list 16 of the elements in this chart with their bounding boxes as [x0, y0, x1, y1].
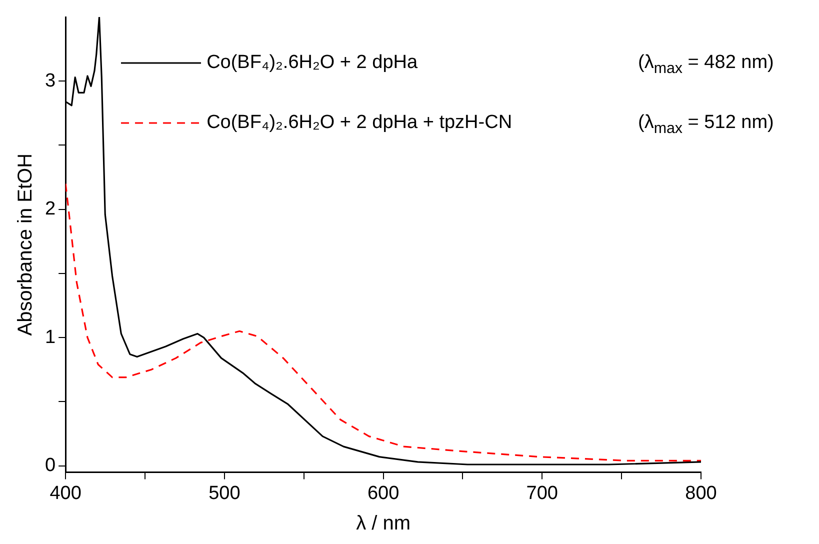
x-tick-label: 400 — [50, 482, 82, 504]
x-tick-label: 700 — [526, 482, 558, 504]
y-axis-title: Absorbance in EtOH — [14, 153, 37, 336]
line-series — [66, 182, 701, 462]
x-axis-title: λ / nm — [356, 512, 411, 535]
x-tick-label: 600 — [367, 482, 400, 504]
legend-label: Co(BF₄)₂.6H₂O + 2 dpHa — [206, 52, 418, 74]
y-tick-label: 2 — [44, 198, 56, 220]
legend-label: Co(BF₄)₂.6H₂O + 2 dpHa + tpzH-CN — [206, 112, 512, 134]
x-tick-label: 800 — [685, 482, 717, 504]
annotation: (λ$_{max}$ = 482 nm) — [638, 52, 774, 77]
x-tick-label: 500 — [208, 482, 240, 504]
annotation: (λ$_{max}$ = 512 nm) — [638, 112, 774, 137]
y-tick-label: 0 — [44, 455, 56, 476]
y-tick-label: 1 — [44, 326, 56, 348]
y-tick-label: 3 — [44, 70, 56, 92]
